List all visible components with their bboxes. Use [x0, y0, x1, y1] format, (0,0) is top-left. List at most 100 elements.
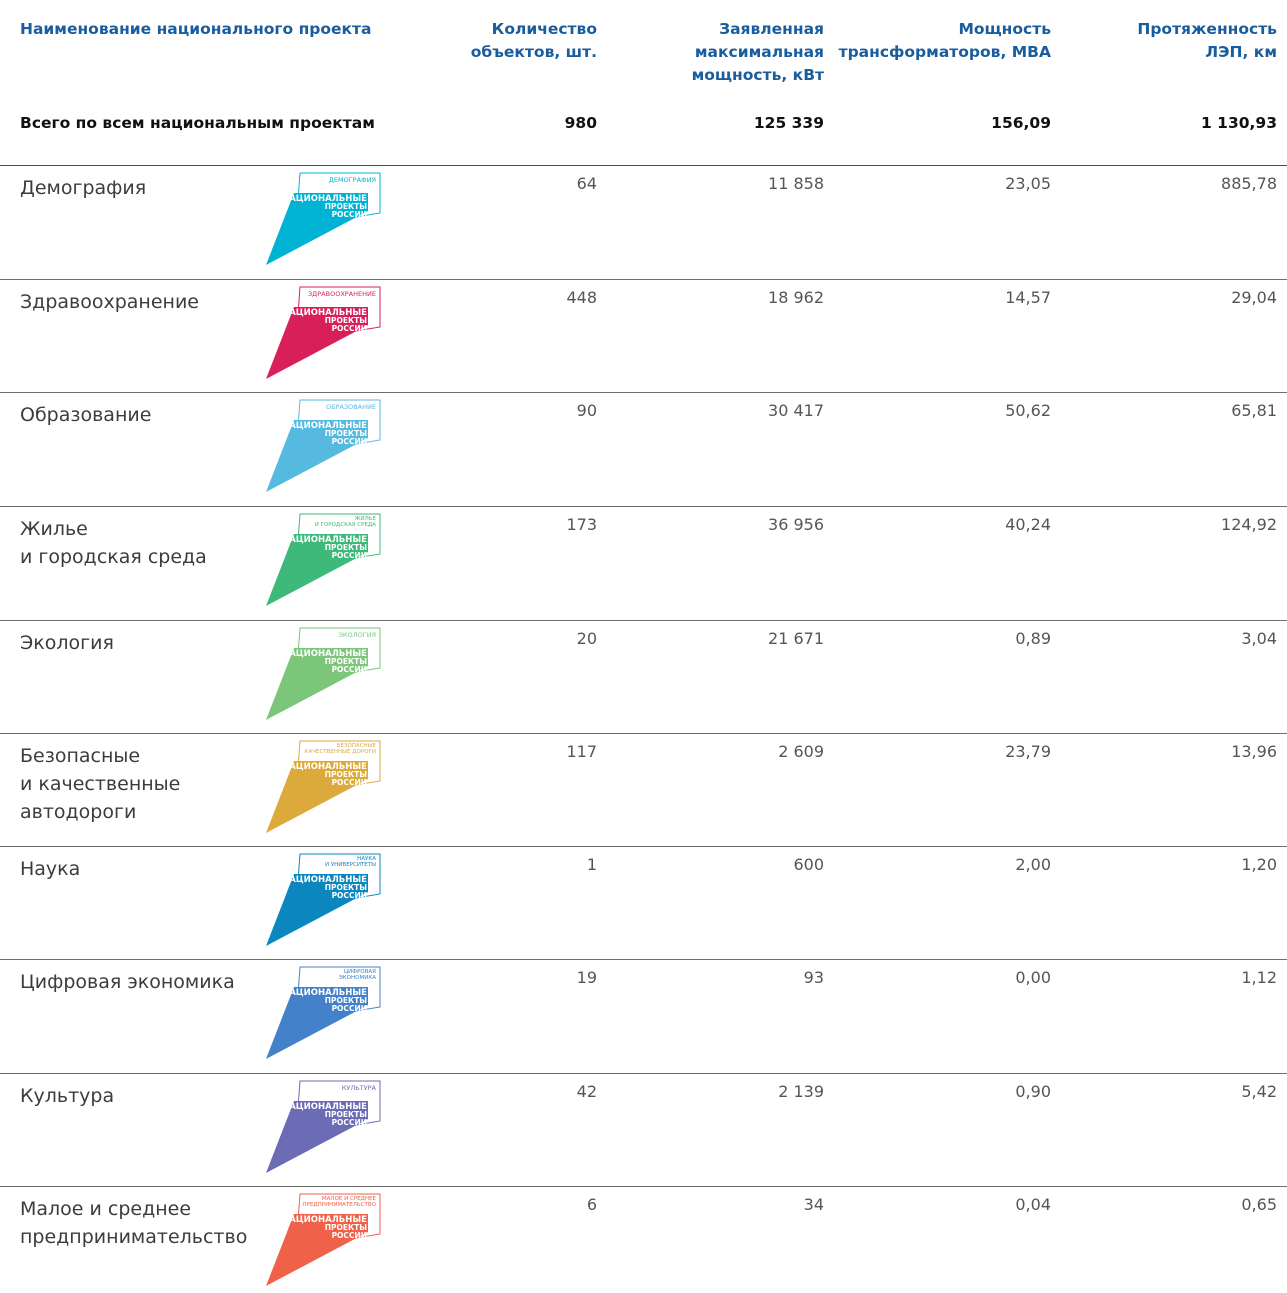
header-declared-power: Заявленная максимальная мощность, кВт — [691, 20, 824, 84]
project-name: Образование — [20, 404, 152, 426]
divider — [0, 165, 1287, 166]
project-name: Экология — [20, 632, 114, 654]
total-transformers: 156,09 — [991, 114, 1051, 132]
svg-text:ЦИФРОВАЯ: ЦИФРОВАЯ — [344, 969, 376, 975]
national-project-logo: КУЛЬТУРА НАЦИОНАЛЬНЫЕ ПРОЕКТЫ РОССИИ — [266, 1079, 382, 1173]
transformer-power: 0,00 — [1015, 968, 1051, 987]
divider — [0, 1186, 1287, 1187]
header-transformer-power: Мощность трансформаторов, МВА — [838, 20, 1051, 61]
svg-text:ПРОЕКТЫ: ПРОЕКТЫ — [325, 316, 368, 325]
svg-text:КАЧЕСТВЕННЫЕ ДОРОГИ: КАЧЕСТВЕННЫЕ ДОРОГИ — [305, 749, 376, 755]
table-row: Здравоохранение ЗДРАВООХРАНЕНИЕ НАЦИОНАЛЬН… — [0, 279, 1287, 392]
national-project-logo: ЗДРАВООХРАНЕНИЕ НАЦИОНАЛЬНЫЕ ПРОЕКТЫ РОССИИ — [266, 285, 382, 379]
svg-text:РОССИИ: РОССИИ — [332, 891, 367, 900]
svg-text:ЖИЛЬЕ: ЖИЛЬЕ — [355, 516, 377, 522]
svg-text:НАЦИОНАЛЬНЫЕ: НАЦИОНАЛЬНЫЕ — [282, 308, 367, 318]
line-length: 29,04 — [1231, 288, 1277, 307]
total-power: 125 339 — [753, 114, 824, 132]
declared-power: 93 — [803, 968, 824, 987]
declared-power: 2 139 — [778, 1082, 824, 1101]
national-project-logo: БЕЗОПАСНЫЕ КАЧЕСТВЕННЫЕ ДОРОГИ НАЦИОНАЛЬНЫ… — [266, 739, 382, 833]
svg-text:ПРОЕКТЫ: ПРОЕКТЫ — [325, 543, 368, 552]
table-row: Безопасные и качественные автодороги БЕЗОПА… — [0, 733, 1287, 846]
table-header: Наименование национального проекта Колич… — [0, 0, 1287, 110]
svg-text:РОССИИ: РОССИИ — [332, 437, 367, 446]
transformer-power: 14,57 — [1005, 288, 1051, 307]
objects-count: 90 — [576, 401, 597, 420]
objects-count: 42 — [576, 1082, 597, 1101]
project-name: Жилье и городская среда — [20, 518, 207, 568]
svg-text:РОССИИ: РОССИИ — [332, 1004, 367, 1013]
project-name: Демография — [20, 177, 147, 199]
declared-power: 18 962 — [768, 288, 824, 307]
svg-text:ПРОЕКТЫ: ПРОЕКТЫ — [325, 883, 368, 892]
national-project-logo: ЖИЛЬЕ И ГОРОДСКАЯ СРЕДА НАЦИОНАЛЬНЫЕ ПРОЕКТ… — [266, 512, 382, 606]
transformer-power: 40,24 — [1005, 515, 1051, 534]
objects-count: 6 — [586, 1195, 597, 1214]
svg-text:НАЦИОНАЛЬНЫЕ: НАЦИОНАЛЬНЫЕ — [282, 1102, 367, 1112]
divider — [0, 1073, 1287, 1074]
divider — [0, 959, 1287, 960]
declared-power: 2 609 — [778, 742, 824, 761]
declared-power: 21 671 — [768, 629, 824, 648]
divider — [0, 506, 1287, 507]
header-line-length: Протяженность ЛЭП, км — [1137, 20, 1277, 61]
svg-text:ПРОЕКТЫ: ПРОЕКТЫ — [325, 202, 368, 211]
line-length: 13,96 — [1231, 742, 1277, 761]
svg-text:РОССИИ: РОССИИ — [332, 324, 367, 333]
svg-text:БЕЗОПАСНЫЕ: БЕЗОПАСНЫЕ — [337, 743, 377, 749]
svg-text:КУЛЬТУРА: КУЛЬТУРА — [342, 1084, 377, 1092]
header-project-name: Наименование национального проекта — [20, 20, 372, 38]
table-row: Наука НАУКА И УНИВЕРСИТЕТЫ НАЦИОНАЛЬНЫЕ ПРОЕ… — [0, 846, 1287, 959]
project-name: Безопасные и качественные автодороги — [20, 745, 181, 823]
line-length: 3,04 — [1241, 629, 1277, 648]
svg-text:РОССИИ: РОССИИ — [332, 1118, 367, 1127]
svg-text:НАЦИОНАЛЬНЫЕ: НАЦИОНАЛЬНЫЕ — [282, 988, 367, 998]
svg-text:НАЦИОНАЛЬНЫЕ: НАЦИОНАЛЬНЫЕ — [282, 535, 367, 545]
line-length: 1,20 — [1241, 855, 1277, 874]
table-row: Экология ЭКОЛОГИЯ НАЦИОНАЛЬНЫЕ ПРОЕКТЫ РОССИ… — [0, 620, 1287, 733]
national-project-logo: МАЛОЕ И СРЕДНЕЕ ПРЕДПРИНИМАТЕЛЬСТВО НАЦИОН… — [266, 1192, 382, 1286]
objects-count: 19 — [576, 968, 597, 987]
transformer-power: 50,62 — [1005, 401, 1051, 420]
svg-text:ПРОЕКТЫ: ПРОЕКТЫ — [325, 770, 368, 779]
project-name: Малое и среднее предпринимательство — [20, 1198, 248, 1248]
line-length: 1,12 — [1241, 968, 1277, 987]
national-project-logo: ДЕМОГРАФИЯ НАЦИОНАЛЬНЫЕ ПРОЕКТЫ РОССИИ — [266, 171, 382, 265]
total-objects: 980 — [564, 114, 597, 132]
divider — [0, 733, 1287, 734]
objects-count: 1 — [586, 855, 597, 874]
objects-count: 173 — [566, 515, 597, 534]
transformer-power: 2,00 — [1015, 855, 1051, 874]
line-length: 65,81 — [1231, 401, 1277, 420]
svg-text:НАЦИОНАЛЬНЫЕ: НАЦИОНАЛЬНЫЕ — [282, 194, 367, 204]
total-row: Всего по всем национальным проектам 980 … — [0, 112, 1287, 156]
national-project-logo: ЭКОЛОГИЯ НАЦИОНАЛЬНЫЕ ПРОЕКТЫ РОССИИ — [266, 626, 382, 720]
table-row: Жилье и городская среда ЖИЛЬЕ И ГОРОДСКАЯ С… — [0, 506, 1287, 620]
svg-text:РОССИИ: РОССИИ — [332, 210, 367, 219]
objects-count: 64 — [576, 174, 597, 193]
svg-text:ДЕМОГРАФИЯ: ДЕМОГРАФИЯ — [329, 176, 376, 184]
line-length: 885,78 — [1221, 174, 1277, 193]
svg-text:ОБРАЗОВАНИЕ: ОБРАЗОВАНИЕ — [326, 403, 376, 411]
divider — [0, 620, 1287, 621]
svg-text:НАЦИОНАЛЬНЫЕ: НАЦИОНАЛЬНЫЕ — [282, 649, 367, 659]
national-project-logo: НАУКА И УНИВЕРСИТЕТЫ НАЦИОНАЛЬНЫЕ ПРОЕКТЫ РО… — [266, 852, 382, 946]
transformer-power: 0,89 — [1015, 629, 1051, 648]
total-label: Всего по всем национальным проектам — [20, 114, 375, 132]
project-name: Наука — [20, 858, 81, 880]
table-row: Образование ОБРАЗОВАНИЕ НАЦИОНАЛЬНЫЕ ПРОЕКТ… — [0, 392, 1287, 506]
line-length: 0,65 — [1241, 1195, 1277, 1214]
table-row: Культура КУЛЬТУРА НАЦИОНАЛЬНЫЕ ПРОЕКТЫ РОССИ… — [0, 1073, 1287, 1186]
objects-count: 117 — [566, 742, 597, 761]
svg-text:ЭКОНОМИКА: ЭКОНОМИКА — [339, 975, 376, 981]
declared-power: 34 — [803, 1195, 824, 1214]
svg-text:РОССИИ: РОССИИ — [332, 778, 367, 787]
divider — [0, 846, 1287, 847]
table-row: Цифровая экономика ЦИФРОВАЯ ЭКОНОМИКА НАЦИО… — [0, 959, 1287, 1073]
transformer-power: 0,90 — [1015, 1082, 1051, 1101]
svg-text:ПРОЕКТЫ: ПРОЕКТЫ — [325, 1110, 368, 1119]
svg-text:НАЦИОНАЛЬНЫЕ: НАЦИОНАЛЬНЫЕ — [282, 875, 367, 885]
declared-power: 30 417 — [768, 401, 824, 420]
header-objects-count: Количество объектов, шт. — [470, 20, 597, 61]
